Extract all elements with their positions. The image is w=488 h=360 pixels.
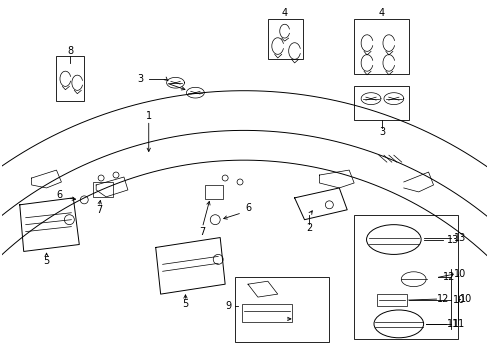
Text: 12: 12 (443, 272, 455, 282)
Bar (353, 19, 408, 74)
Text: 3: 3 (138, 74, 143, 84)
Bar (56, 56, 84, 100)
Text: 2: 2 (306, 222, 312, 233)
Text: 5: 5 (182, 299, 188, 309)
Text: 10: 10 (453, 269, 466, 279)
Text: 10: 10 (452, 295, 465, 305)
Text: 1: 1 (145, 111, 151, 121)
Text: 13: 13 (447, 234, 459, 244)
Text: 3: 3 (378, 127, 384, 138)
Text: 11: 11 (452, 319, 465, 329)
Bar (353, 86, 408, 121)
Text: 13: 13 (453, 233, 466, 243)
Bar (267, 19, 302, 59)
Bar (376, 294, 406, 306)
Text: 12: 12 (436, 294, 449, 304)
Text: 6: 6 (56, 190, 62, 200)
Text: 5: 5 (43, 256, 50, 266)
Bar (242, 304, 291, 322)
Text: 4: 4 (378, 8, 384, 18)
Text: 10: 10 (459, 294, 471, 304)
Bar (93, 182, 113, 197)
Text: 11: 11 (447, 319, 459, 329)
Text: 8: 8 (67, 46, 73, 56)
Text: 4: 4 (281, 8, 287, 18)
Text: 7: 7 (199, 226, 205, 237)
Bar (235, 277, 328, 342)
Text: 9: 9 (224, 301, 231, 311)
Text: 6: 6 (244, 203, 250, 213)
Bar (353, 215, 457, 339)
Bar (205, 185, 223, 199)
Text: 7: 7 (96, 205, 102, 215)
